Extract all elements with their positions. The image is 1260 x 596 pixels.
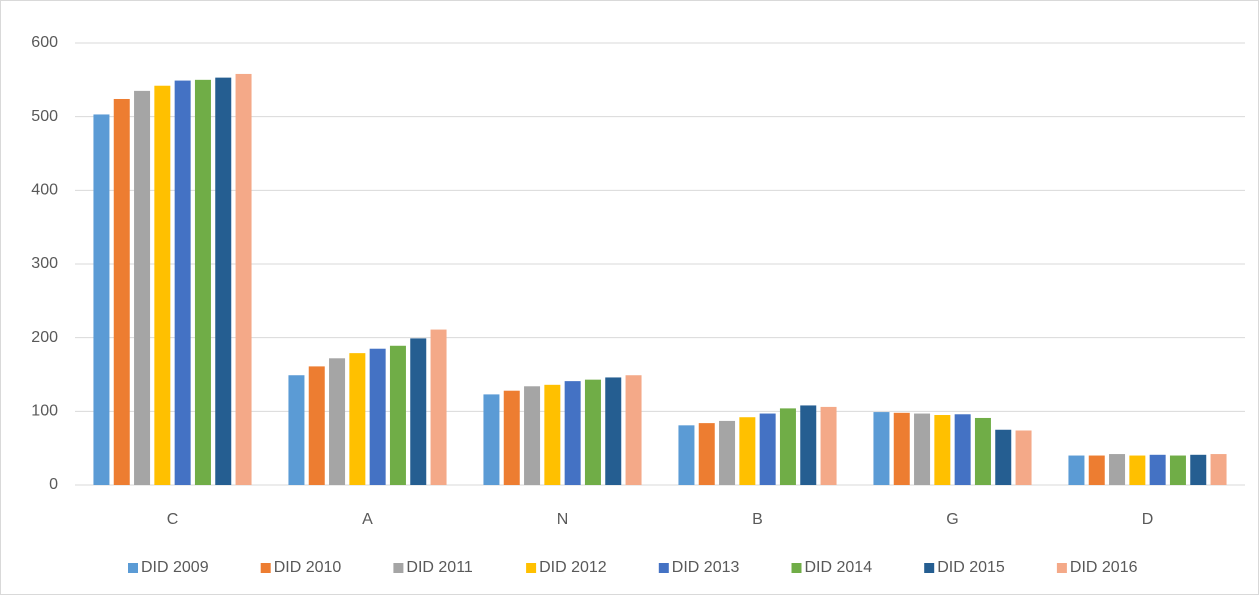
bar (154, 85, 171, 485)
bar (584, 379, 601, 485)
bar (1190, 454, 1207, 485)
legend-label: DID 2012 (539, 559, 607, 576)
bar (430, 329, 447, 485)
legend-swatch (260, 563, 271, 573)
legend-swatch (924, 563, 935, 573)
bar (995, 429, 1012, 485)
bar (719, 420, 736, 485)
x-tick-label: B (752, 511, 763, 528)
bar (235, 73, 252, 485)
bar (544, 384, 561, 485)
bar (483, 394, 500, 485)
bar (93, 114, 110, 485)
legend-swatch (1056, 563, 1067, 573)
bar (625, 375, 642, 485)
legend-label: DID 2010 (274, 559, 342, 576)
bar (759, 413, 776, 485)
bar (1015, 430, 1032, 485)
bar (389, 345, 406, 485)
bar (1109, 454, 1126, 485)
bar (974, 417, 991, 485)
bar (410, 338, 427, 485)
bar (893, 412, 910, 485)
bar (369, 348, 386, 485)
legend-label: DID 2016 (1070, 559, 1138, 576)
bar (503, 390, 520, 485)
legend-label: DID 2009 (141, 559, 209, 576)
y-tick-label: 400 (31, 182, 58, 199)
x-tick-label: C (167, 511, 179, 528)
y-tick-label: 100 (31, 403, 58, 420)
legend-swatch (526, 563, 537, 573)
bar (1149, 454, 1166, 485)
bar (779, 408, 796, 485)
bar (174, 80, 191, 485)
bar (739, 417, 756, 485)
bar (113, 98, 130, 485)
bar (820, 406, 837, 485)
bar (349, 353, 366, 485)
legend-swatch (791, 563, 802, 573)
legend-swatch (658, 563, 669, 573)
y-tick-label: 500 (31, 108, 58, 125)
y-tick-label: 600 (31, 34, 58, 51)
bar (329, 358, 346, 485)
bar (1068, 455, 1085, 485)
legend-label: DID 2011 (406, 559, 473, 576)
bar (605, 377, 622, 485)
x-tick-label: A (362, 511, 373, 528)
bar (308, 366, 325, 485)
bar (524, 386, 541, 485)
legend-swatch (128, 563, 138, 573)
x-tick-label: D (1142, 511, 1154, 528)
bar (934, 415, 951, 485)
legend-label: DID 2013 (672, 559, 740, 576)
bar (1129, 455, 1146, 485)
bar (914, 413, 931, 485)
bar (698, 423, 715, 485)
bar (194, 79, 211, 485)
x-tick-label: G (946, 511, 958, 528)
x-tick-label: N (557, 511, 569, 528)
bar (288, 375, 305, 485)
bar (215, 77, 232, 485)
bar (1169, 455, 1186, 485)
bar (954, 414, 971, 485)
bar (678, 425, 695, 485)
y-tick-label: 200 (31, 329, 58, 346)
bar (564, 381, 581, 485)
y-tick-label: 0 (49, 476, 58, 493)
legend-label: DID 2014 (805, 559, 873, 576)
bar (134, 90, 151, 485)
bar (1210, 454, 1227, 485)
y-tick-label: 300 (31, 255, 58, 272)
legend-label: DID 2015 (937, 559, 1005, 576)
bar (800, 405, 817, 485)
bar (1088, 455, 1105, 485)
bar (873, 412, 890, 485)
legend-swatch (393, 563, 404, 573)
